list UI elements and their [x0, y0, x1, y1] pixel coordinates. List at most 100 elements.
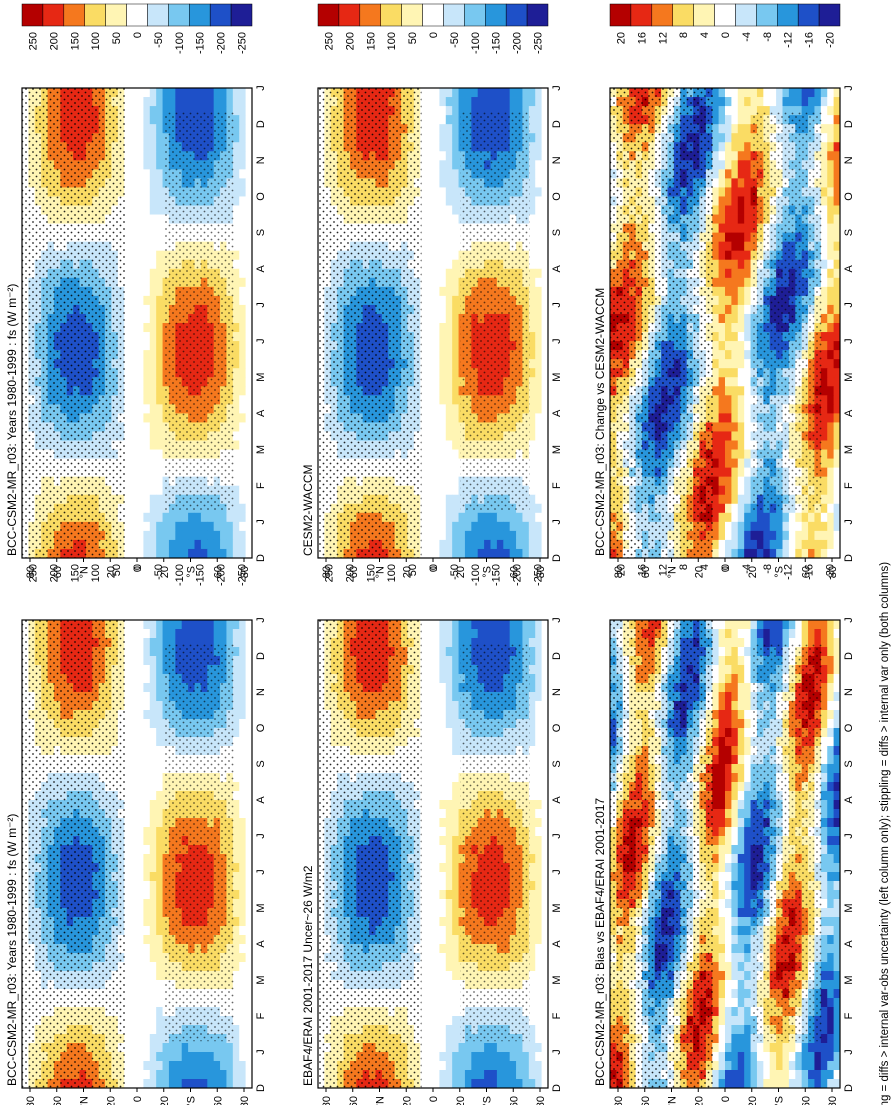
heatmap-cell — [175, 1043, 183, 1053]
heatmap-cell — [156, 295, 163, 306]
heatmap-cell — [439, 737, 447, 747]
heatmap-cell — [239, 88, 247, 98]
heatmap-cell — [143, 341, 151, 351]
heatmap-cell — [232, 656, 240, 666]
heatmap-cell — [541, 620, 549, 630]
heatmap-cell — [239, 395, 247, 405]
heatmap-cell — [130, 350, 138, 360]
heatmap-cell — [137, 259, 144, 270]
heatmap-cell — [477, 629, 485, 639]
heatmap-cell — [245, 341, 253, 351]
heatmap-cell — [239, 1061, 247, 1071]
heatmap-cell — [232, 512, 240, 523]
heatmap-cell — [232, 386, 240, 396]
heatmap-cell — [156, 458, 163, 469]
heatmap-cell — [130, 827, 138, 837]
colorbar-label: -50 — [153, 564, 165, 580]
heatmap-cell — [137, 341, 144, 351]
heatmap-cell — [232, 746, 240, 756]
heatmap-cell — [137, 701, 144, 711]
heatmap-cell — [181, 1043, 189, 1053]
heatmap-cell — [149, 232, 157, 243]
heatmap-cell — [426, 701, 434, 711]
heatmap-cell — [130, 656, 138, 666]
heatmap-cell — [232, 773, 240, 783]
heatmap-cell — [535, 683, 543, 693]
heatmap-cell — [239, 746, 247, 756]
heatmap-cell — [433, 764, 440, 774]
heatmap-cell — [426, 665, 434, 675]
y-tick-label: A — [255, 940, 267, 948]
heatmap-cell — [156, 620, 163, 630]
heatmap-cell — [156, 313, 163, 324]
heatmap-cell — [239, 728, 247, 738]
heatmap-cell — [426, 719, 434, 729]
heatmap-cell — [239, 1007, 247, 1017]
heatmap-cell — [232, 539, 240, 550]
heatmap-cell — [188, 1043, 195, 1053]
heatmap-cell — [149, 133, 157, 143]
heatmap-cell — [239, 97, 247, 107]
heatmap-cell — [541, 863, 549, 873]
heatmap-cell — [168, 530, 176, 541]
colorbar-label: -150 — [195, 32, 207, 54]
x-tick-label: 60 — [212, 1096, 224, 1105]
heatmap-cell — [439, 710, 447, 720]
heatmap-cell — [162, 521, 170, 532]
heatmap-cell — [535, 647, 543, 657]
heatmap-cell — [137, 160, 144, 170]
heatmap-cell — [535, 791, 543, 801]
heatmap-cell — [452, 737, 459, 747]
heatmap-cell — [232, 827, 240, 837]
heatmap-cell — [239, 431, 247, 441]
heatmap-cell — [439, 800, 447, 810]
heatmap-cell — [130, 377, 138, 387]
heatmap-cell — [232, 341, 240, 351]
heatmap-cell — [245, 809, 253, 819]
heatmap-cell — [426, 836, 434, 846]
heatmap-cell — [445, 845, 453, 855]
heatmap-cell — [143, 962, 151, 972]
heatmap-cell — [130, 854, 138, 864]
heatmap-cell — [220, 97, 227, 107]
heatmap-cell — [124, 620, 132, 630]
heatmap-cell — [137, 413, 144, 423]
heatmap-cell — [156, 323, 163, 333]
heatmap-cell — [149, 286, 157, 297]
heatmap-cell — [130, 124, 138, 134]
heatmap-cell — [130, 773, 138, 783]
heatmap-cell — [124, 926, 132, 936]
heatmap-cell — [445, 863, 453, 873]
heatmap-cell — [130, 818, 138, 828]
heatmap-cell — [149, 1025, 157, 1035]
heatmap-cell — [130, 1016, 138, 1026]
heatmap-cell — [245, 863, 253, 873]
heatmap-cell — [245, 746, 253, 756]
heatmap-cell — [232, 926, 240, 936]
heatmap-cell — [433, 719, 440, 729]
heatmap-cell — [188, 530, 195, 541]
heatmap-cell — [156, 971, 163, 981]
heatmap-cell — [194, 512, 202, 523]
heatmap-cell — [433, 800, 440, 810]
heatmap-cell — [239, 142, 247, 152]
heatmap-cell — [143, 647, 151, 657]
heatmap-cell — [130, 214, 138, 224]
heatmap-cell — [232, 530, 240, 541]
heatmap-cell — [245, 683, 253, 693]
heatmap-cell — [143, 413, 151, 423]
heatmap-cell — [143, 422, 151, 432]
heatmap-cell — [528, 710, 536, 720]
y-tick-label: J — [255, 1049, 267, 1055]
heatmap-cell — [445, 872, 453, 882]
heatmap-cell — [245, 169, 253, 179]
heatmap-cell — [213, 512, 221, 523]
heatmap-cell — [213, 1043, 221, 1053]
heatmap-cell — [245, 539, 253, 550]
heatmap-cell — [239, 1052, 247, 1062]
heatmap-cell — [156, 503, 163, 514]
heatmap-cell — [149, 476, 157, 487]
heatmap-cell — [239, 268, 247, 279]
heatmap-cell — [175, 521, 183, 532]
heatmap-cell — [137, 953, 144, 963]
